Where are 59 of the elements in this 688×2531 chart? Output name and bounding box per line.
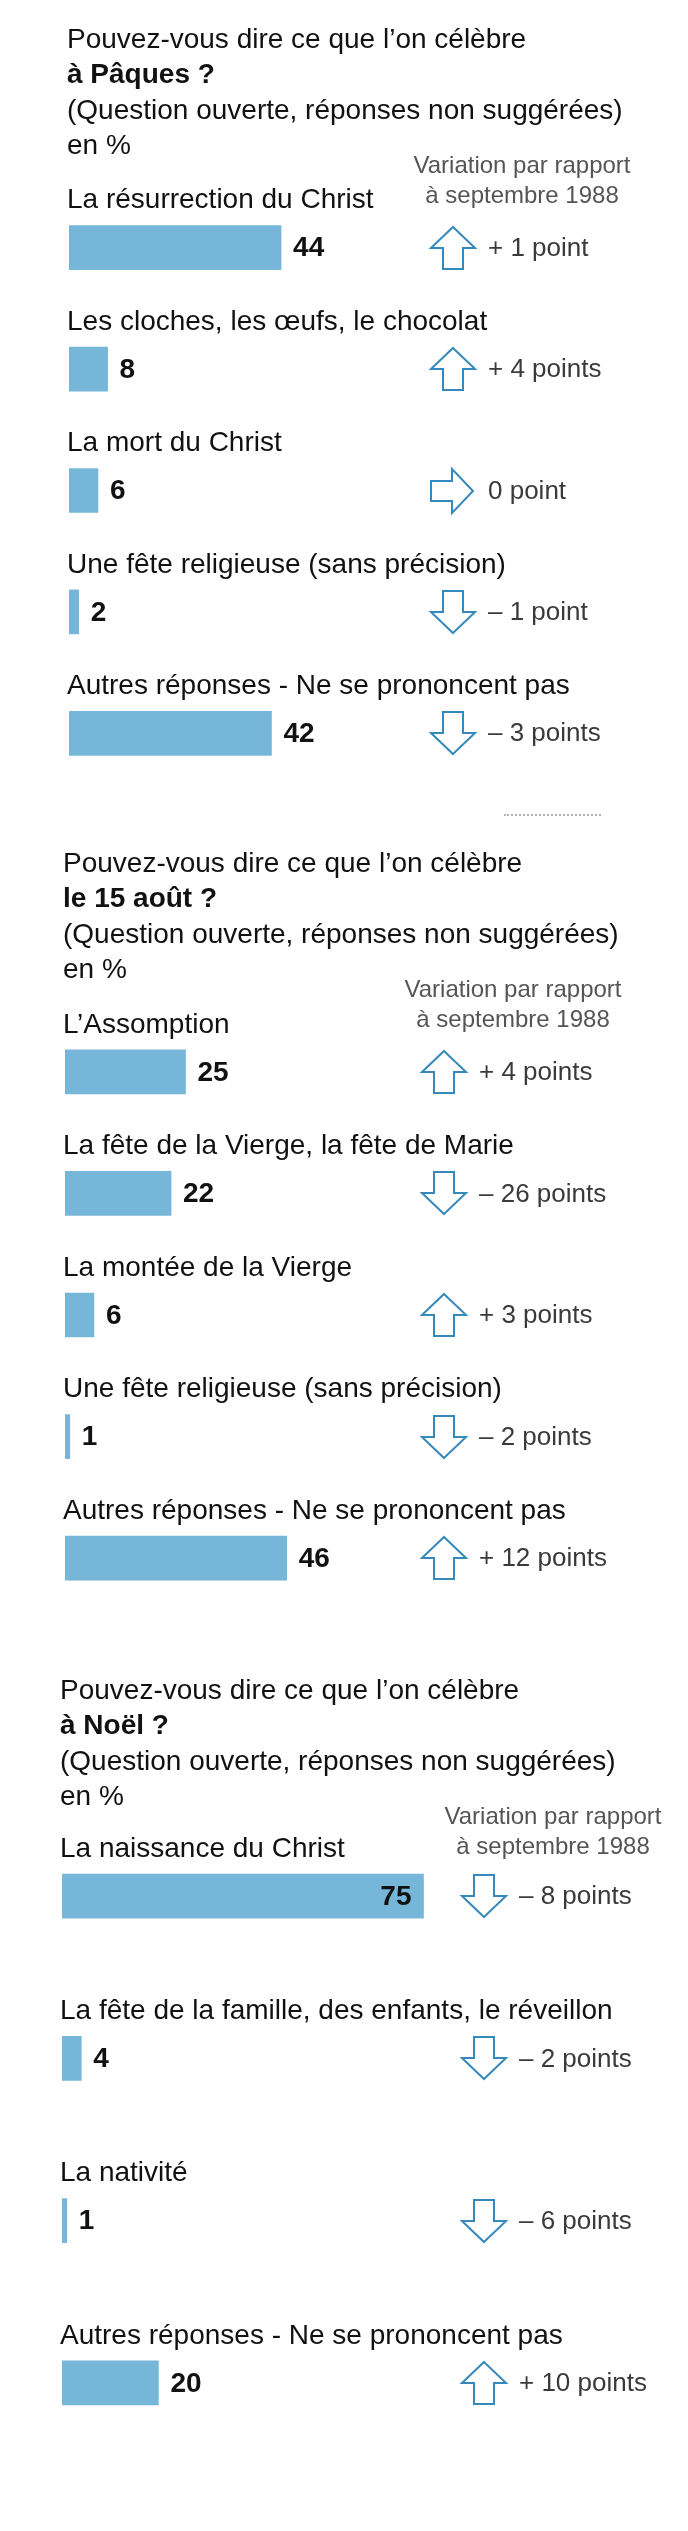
bar	[69, 710, 272, 756]
text: – 8 points	[519, 1880, 632, 1911]
y-tick-label: La mort du Christ	[67, 426, 282, 458]
chart-title: Pouvez-vous dire ce que l’on célèbre le 15 août ?	[63, 846, 523, 914]
y-tick-label: La montée de la Vierge	[63, 1250, 353, 1282]
text: – 6 points	[519, 2204, 632, 2235]
y-tick-label: Une fête religieuse (sans précision)	[63, 1372, 502, 1404]
bar	[65, 1049, 186, 1095]
text: + 3 points	[479, 1299, 593, 1330]
text: – 1 point	[488, 596, 589, 627]
text: + 1 point	[488, 231, 590, 262]
text: – 2 points	[479, 1420, 592, 1451]
bar	[62, 1873, 424, 1919]
text: + 12 points	[479, 1542, 607, 1573]
chart-title: Pouvez-vous dire ce que l’on célèbre à Pâques ?	[67, 22, 527, 90]
data-label: 22	[183, 1177, 215, 1209]
text: 0 point	[488, 474, 567, 505]
chart-title: Pouvez-vous dire ce que l’on célèbre à Noël ?	[60, 1673, 520, 1741]
y-tick-label: La fête de la famille, des enfants, le réveillon	[60, 1994, 613, 2026]
bar	[65, 1292, 95, 1338]
y-tick-label: L’Assomption	[63, 1007, 230, 1039]
text: + 10 points	[519, 2367, 647, 2398]
bar	[69, 589, 79, 635]
y-tick-label: Une fête religieuse (sans précision)	[67, 547, 506, 579]
data-label: 6	[105, 1298, 122, 1330]
y-tick-label: Les cloches, les œufs, le chocolat	[67, 304, 488, 336]
bar	[69, 225, 282, 271]
bar	[62, 2360, 159, 2406]
data-label: 8	[119, 352, 136, 384]
data-label: 44	[293, 231, 325, 263]
y-tick-label: Autres réponses - Ne se prononcent pas	[60, 2318, 563, 2350]
data-label: 4	[93, 2042, 110, 2074]
data-label: 75	[380, 1879, 412, 1911]
data-label: 1	[81, 1420, 98, 1452]
y-tick-label: Autres réponses - Ne se prononcent pas	[67, 669, 570, 701]
data-label: 1	[78, 2204, 95, 2236]
y-tick-label: La fête de la Vierge, la fête de Marie	[63, 1129, 514, 1161]
bar	[69, 346, 108, 392]
y-tick-label: La nativité	[60, 2156, 188, 2188]
bar	[69, 468, 99, 513]
data-label: 42	[283, 717, 315, 749]
bar	[62, 2198, 68, 2243]
bar	[62, 2036, 82, 2081]
data-label: 25	[197, 1055, 229, 1087]
data-label: 2	[90, 595, 107, 627]
data-label: 6	[109, 474, 126, 506]
text: + 4 points	[488, 353, 602, 384]
data-label: 46	[298, 1541, 330, 1573]
bar	[65, 1414, 71, 1459]
text: – 3 points	[488, 717, 601, 748]
bar	[65, 1535, 288, 1581]
y-tick-label: La résurrection du Christ	[67, 183, 374, 215]
y-tick-label: Autres réponses - Ne se prononcent pas	[63, 1493, 566, 1525]
text: + 4 points	[479, 1055, 593, 1086]
data-label: 20	[170, 2366, 202, 2398]
y-tick-label: La naissance du Christ	[60, 1831, 346, 1863]
bar	[65, 1171, 172, 1216]
text: – 26 points	[479, 1177, 607, 1208]
text: – 2 points	[519, 2042, 632, 2073]
